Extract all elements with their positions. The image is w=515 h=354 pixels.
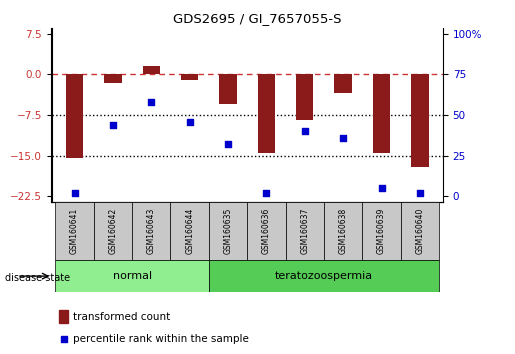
- Bar: [55, 260, 209, 292]
- Point: [262, 190, 270, 196]
- Text: GSM160643: GSM160643: [147, 208, 156, 254]
- Point: [353, 220, 362, 226]
- Text: GSM160639: GSM160639: [377, 208, 386, 254]
- Bar: [335, 74, 352, 93]
- Bar: [59, 310, 68, 323]
- Bar: [411, 74, 428, 166]
- Text: disease state: disease state: [5, 273, 70, 283]
- Point: [339, 135, 347, 141]
- Text: GSM160635: GSM160635: [224, 208, 232, 254]
- Bar: [181, 74, 198, 80]
- Bar: [363, 202, 401, 260]
- Text: GDS2695 / GI_7657055-S: GDS2695 / GI_7657055-S: [173, 12, 342, 25]
- Text: transformed count: transformed count: [73, 312, 170, 322]
- Point: [71, 190, 79, 196]
- Bar: [373, 74, 390, 153]
- Bar: [247, 202, 286, 260]
- Text: normal: normal: [112, 271, 151, 281]
- Text: GSM160644: GSM160644: [185, 208, 194, 254]
- Bar: [401, 202, 439, 260]
- Bar: [209, 202, 247, 260]
- Text: GSM160638: GSM160638: [339, 208, 348, 254]
- Text: GSM160640: GSM160640: [416, 208, 424, 254]
- Point: [224, 142, 232, 147]
- Bar: [104, 74, 122, 82]
- Text: GSM160642: GSM160642: [108, 208, 117, 254]
- Point: [109, 122, 117, 128]
- Point: [185, 119, 194, 124]
- Bar: [296, 74, 314, 120]
- Bar: [55, 202, 94, 260]
- Bar: [94, 202, 132, 260]
- Point: [301, 129, 309, 134]
- Text: percentile rank within the sample: percentile rank within the sample: [73, 334, 249, 344]
- Bar: [324, 202, 363, 260]
- Text: GSM160636: GSM160636: [262, 208, 271, 254]
- Point: [416, 190, 424, 196]
- Bar: [170, 202, 209, 260]
- Bar: [132, 202, 170, 260]
- Text: GSM160637: GSM160637: [300, 208, 310, 254]
- Bar: [66, 74, 83, 159]
- Bar: [219, 74, 237, 104]
- Bar: [258, 74, 275, 153]
- Text: teratozoospermia: teratozoospermia: [275, 271, 373, 281]
- Bar: [286, 202, 324, 260]
- Point: [377, 185, 386, 191]
- Bar: [209, 260, 439, 292]
- Point: [147, 99, 156, 105]
- Bar: [143, 66, 160, 74]
- Text: GSM160641: GSM160641: [70, 208, 79, 254]
